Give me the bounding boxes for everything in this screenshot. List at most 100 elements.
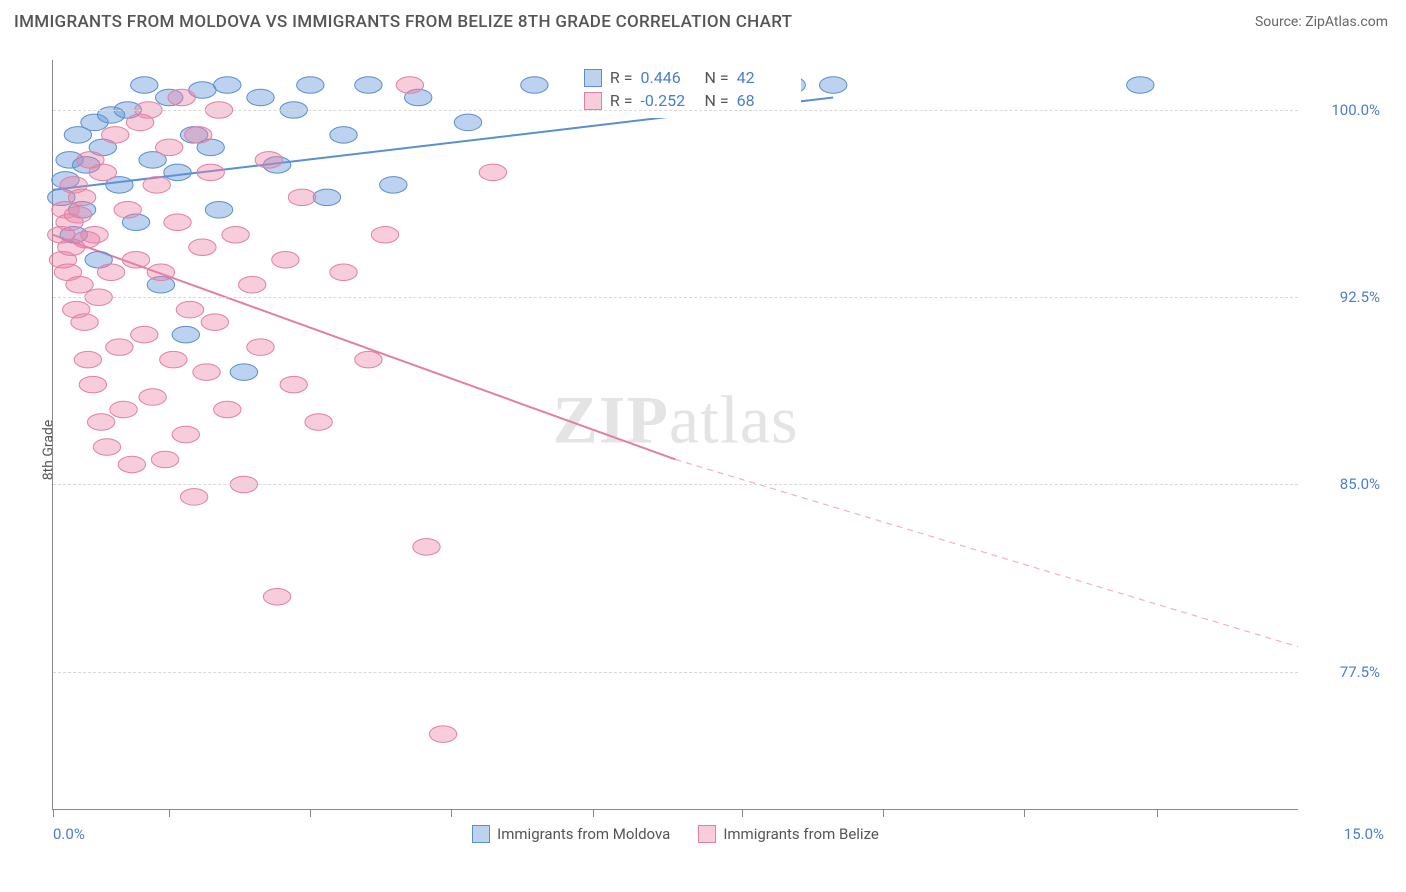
point-belize xyxy=(131,326,158,342)
point-belize xyxy=(118,456,145,472)
point-belize xyxy=(371,227,398,243)
gridline-h xyxy=(53,297,1298,298)
point-belize xyxy=(110,401,137,417)
x-tick xyxy=(1024,809,1025,817)
point-moldova xyxy=(1127,77,1154,93)
point-moldova xyxy=(454,114,481,130)
stat-N-moldova: 42 xyxy=(737,66,793,89)
x-tick xyxy=(742,809,743,817)
x-tick xyxy=(1157,809,1158,817)
point-belize xyxy=(185,127,212,143)
point-belize xyxy=(68,189,95,205)
point-belize xyxy=(151,451,178,467)
point-belize xyxy=(160,351,187,367)
stat-N-belize: 68 xyxy=(737,89,793,112)
point-belize xyxy=(168,89,195,105)
point-moldova xyxy=(247,89,274,105)
legend-item-belize: Immigrants from Belize xyxy=(698,825,879,843)
point-belize xyxy=(89,164,116,180)
point-belize xyxy=(355,351,382,367)
chart-source: Source: ZipAtlas.com xyxy=(1255,14,1388,30)
x-tick xyxy=(451,809,452,817)
stats-row-moldova: R = 0.446 N = 42 xyxy=(584,66,793,89)
point-moldova xyxy=(297,77,324,93)
x-tick xyxy=(593,809,594,817)
point-belize xyxy=(255,152,282,168)
gridline-h xyxy=(53,484,1298,485)
point-belize xyxy=(222,227,249,243)
scatter-points-layer xyxy=(53,60,1298,809)
point-belize xyxy=(263,589,290,605)
point-belize xyxy=(164,214,191,230)
swatch-moldova-icon xyxy=(584,69,602,87)
point-belize xyxy=(71,314,98,330)
x-tick xyxy=(53,809,54,817)
point-belize xyxy=(247,339,274,355)
point-moldova xyxy=(205,202,232,218)
point-moldova xyxy=(330,127,357,143)
x-tick xyxy=(169,809,170,817)
y-tick-label: 77.5% xyxy=(1340,663,1380,681)
point-belize xyxy=(156,139,183,155)
point-moldova xyxy=(380,177,407,193)
point-belize xyxy=(479,164,506,180)
point-belize xyxy=(280,376,307,392)
point-belize xyxy=(66,276,93,292)
legend-item-moldova: Immigrants from Moldova xyxy=(472,825,670,843)
stat-N-label: N = xyxy=(705,89,729,112)
point-belize xyxy=(239,276,266,292)
swatch-belize-icon xyxy=(584,92,602,110)
point-belize xyxy=(147,264,174,280)
gridline-h xyxy=(53,672,1298,673)
point-belize xyxy=(176,301,203,317)
swatch-belize-icon xyxy=(698,825,716,843)
point-belize xyxy=(122,251,149,267)
x-tick xyxy=(310,809,311,817)
point-belize xyxy=(64,207,91,223)
point-moldova xyxy=(820,77,847,93)
point-belize xyxy=(93,439,120,455)
point-belize xyxy=(97,264,124,280)
plot-region: ZIPatlas R = 0.446 N = 42 R = -0.252 N =… xyxy=(52,60,1298,810)
chart-header: IMMIGRANTS FROM MOLDOVA VS IMMIGRANTS FR… xyxy=(0,0,1406,40)
y-tick-label: 92.5% xyxy=(1340,288,1380,306)
point-belize xyxy=(102,127,129,143)
x-axis-end-label: 15.0% xyxy=(1344,825,1384,843)
chart-title: IMMIGRANTS FROM MOLDOVA VS IMMIGRANTS FR… xyxy=(14,12,792,32)
point-belize xyxy=(305,414,332,430)
stats-row-belize: R = -0.252 N = 68 xyxy=(584,89,793,112)
point-moldova xyxy=(230,364,257,380)
point-belize xyxy=(114,202,141,218)
point-belize xyxy=(429,726,456,742)
swatch-moldova-icon xyxy=(472,825,490,843)
point-moldova xyxy=(214,77,241,93)
point-belize xyxy=(143,177,170,193)
point-moldova xyxy=(131,77,158,93)
point-moldova xyxy=(172,326,199,342)
point-belize xyxy=(189,239,216,255)
point-belize xyxy=(193,364,220,380)
point-belize xyxy=(180,489,207,505)
legend-label-belize: Immigrants from Belize xyxy=(723,825,879,843)
point-belize xyxy=(81,227,108,243)
point-moldova xyxy=(521,77,548,93)
y-tick-label: 100.0% xyxy=(1331,101,1380,119)
point-belize xyxy=(413,539,440,555)
stat-N-label: N = xyxy=(705,66,729,89)
point-belize xyxy=(330,264,357,280)
point-belize xyxy=(172,426,199,442)
point-belize xyxy=(74,351,101,367)
point-moldova xyxy=(313,189,340,205)
point-belize xyxy=(79,376,106,392)
point-belize xyxy=(87,414,114,430)
y-tick-label: 85.0% xyxy=(1340,475,1380,493)
point-belize xyxy=(214,401,241,417)
point-belize xyxy=(396,77,423,93)
chart-area: 8th Grade ZIPatlas R = 0.446 N = 42 R = … xyxy=(40,48,1388,852)
point-moldova xyxy=(164,164,191,180)
point-belize xyxy=(272,251,299,267)
point-belize xyxy=(139,389,166,405)
stat-R-belize: -0.252 xyxy=(641,89,697,112)
point-moldova xyxy=(355,77,382,93)
legend-label-moldova: Immigrants from Moldova xyxy=(497,825,670,843)
